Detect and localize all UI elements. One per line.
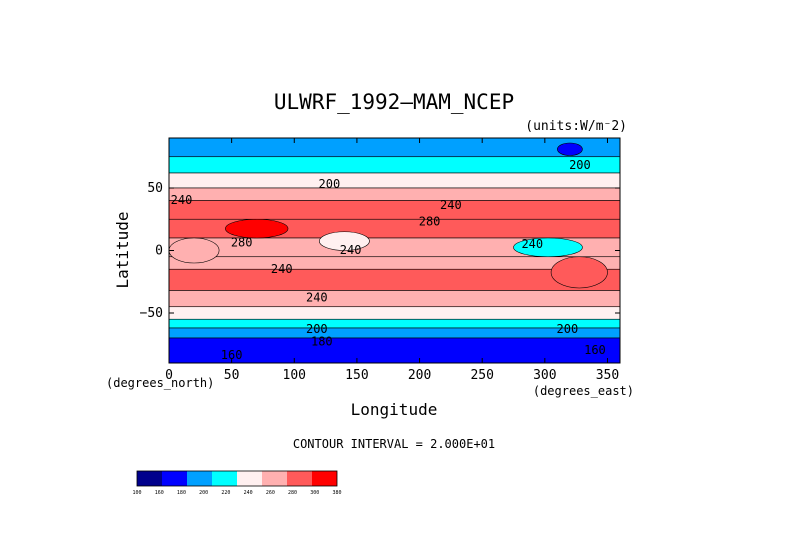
x-tick-label-4: 200 [408,368,431,383]
colorbar-swatch-7 [312,471,337,486]
colorbar-frame [136,470,338,487]
axes: 0 50 100 150 200 250 300 350 50 0 −50 [140,138,620,383]
contour-label-5: 280 [231,236,253,250]
contour-label-13: 160 [221,348,243,362]
lat-band-3 [169,187,620,201]
colorbar: 100 160 180 200 220 240 260 280 300 380 [132,470,342,496]
x-axis-label: Longitude [351,400,438,419]
contour-feature-3 [513,237,583,258]
contour-label-14: 160 [584,343,606,357]
lat-band-12 [169,327,620,339]
x-tick-label-2: 100 [283,368,306,383]
contour-label-11: 200 [557,322,579,336]
contour-feature-5 [557,142,583,156]
x-tick-label-5: 250 [470,368,493,383]
y-tick-label-0: 50 [147,181,163,196]
contour-label-4: 280 [419,214,441,228]
lat-band-9 [169,290,620,308]
contour-label-7: 240 [521,237,543,251]
colorbar-label-6: 260 [266,490,275,496]
y-unit-label: (degrees_north) [106,376,214,390]
colorbar-swatch-0 [137,471,162,486]
x-tick-label-6: 300 [533,368,556,383]
contour-label-0: 200 [319,177,341,191]
colorbar-label-2: 180 [177,490,186,496]
colorbar-swatch-3 [212,471,237,486]
colorbar-label-4: 220 [221,490,230,496]
y-tick-label-1: 0 [155,244,163,259]
contour-feature-4 [169,237,220,264]
colorbar-swatch-4 [237,471,262,486]
colorbar-label-3: 200 [199,490,208,496]
colorbar-label-1: 160 [155,490,164,496]
lat-band-1 [169,156,620,174]
lat-band-4 [169,200,620,220]
contour-feature-2 [319,231,370,251]
colorbar-swatch-5 [262,471,287,486]
contour-label-2: 240 [171,193,193,207]
colorbar-label-9: 380 [332,490,341,496]
chart-title: ULWRF_1992—MAM_NCEP [274,90,514,114]
x-tick-label-3: 150 [345,368,368,383]
contour-label-8: 240 [271,262,293,276]
x-tick-label-1: 50 [224,368,240,383]
y-tick-label-2: −50 [140,306,163,321]
contour-feature-1 [550,256,608,289]
contour-label-1: 200 [569,158,591,172]
colorbar-label-0: 100 [132,490,141,496]
y-axis-label: Latitude [113,211,132,288]
contour-label-12: 180 [311,334,333,348]
contour-feature-0 [225,218,289,239]
lat-band-11 [169,318,620,329]
contour-label-9: 240 [306,291,328,305]
colorbar-label-5: 240 [244,490,253,496]
colorbar-label-7: 280 [288,490,297,496]
units-label: (units:W/m⁻2) [525,119,627,134]
lat-band-10 [169,306,620,320]
x-unit-label: (degrees_east) [533,384,634,398]
lat-band-2 [169,172,620,189]
colorbar-swatch-2 [187,471,212,486]
contour-label-10: 200 [306,322,328,336]
colorbar-label-8: 300 [310,490,319,496]
colorbar-swatch-1 [162,471,187,486]
colorbar-swatch-6 [287,471,312,486]
plot-area [169,138,620,363]
contour-interval-text: CONTOUR INTERVAL = 2.000E+01 [293,437,495,451]
contour-label-3: 240 [440,198,462,212]
x-tick-label-7: 350 [596,368,619,383]
lat-band-0 [169,138,620,158]
contour-label-6: 240 [340,243,362,257]
x-tick-label-0: 0 [165,368,173,383]
